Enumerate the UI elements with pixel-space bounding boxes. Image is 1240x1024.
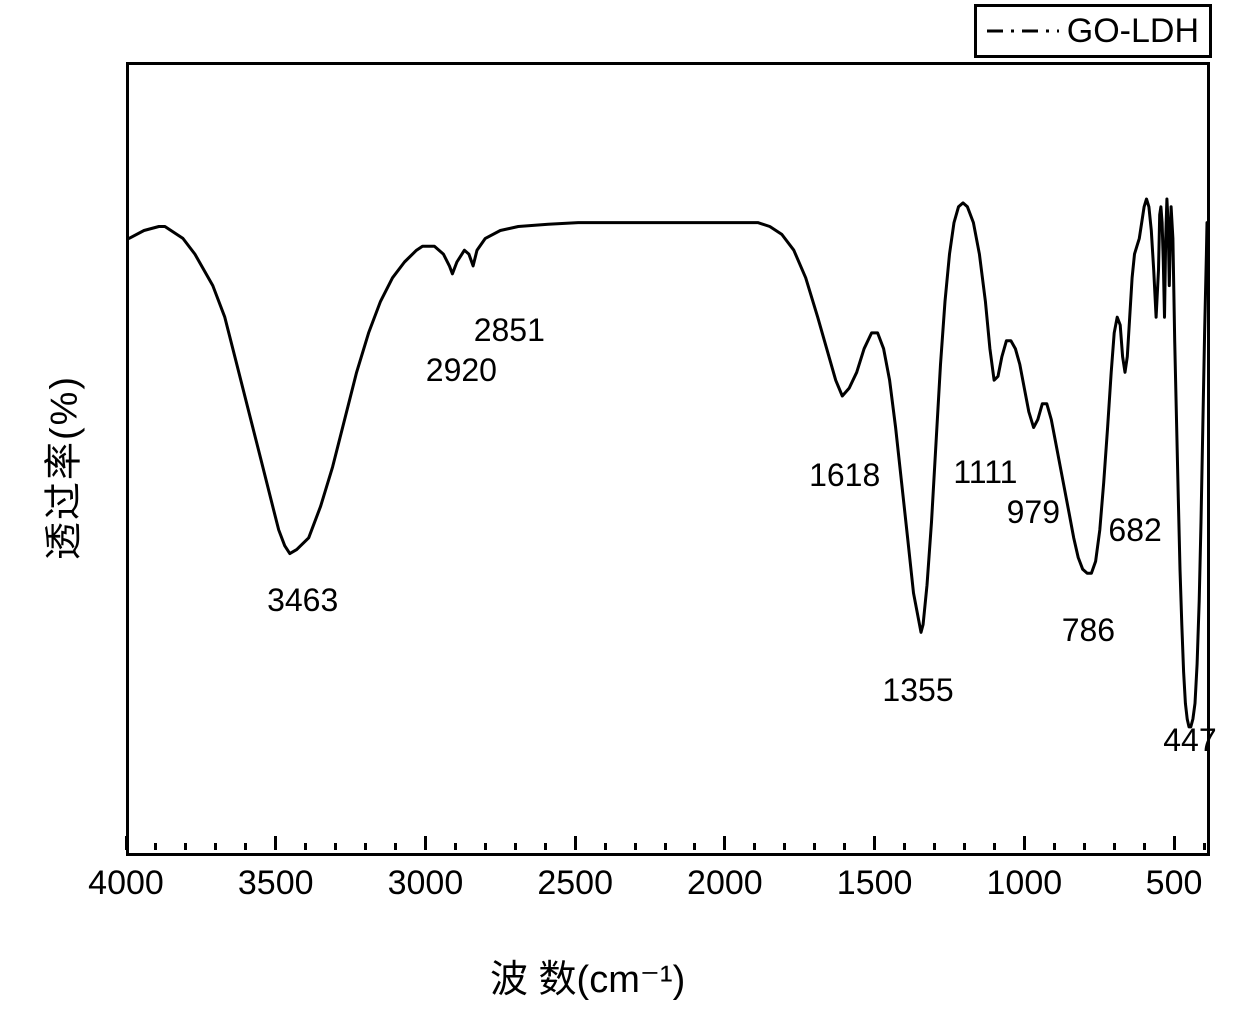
x-tick-label: 1500 <box>837 864 913 903</box>
x-tick-label: 2000 <box>687 864 763 903</box>
x-tick-minor <box>154 843 157 850</box>
x-tick-major <box>723 836 726 850</box>
x-tick-minor <box>963 843 966 850</box>
x-tick-minor <box>1143 843 1146 850</box>
x-tick-label: 4000 <box>88 864 164 903</box>
x-tick-minor <box>1203 843 1206 850</box>
x-tick-minor <box>514 843 517 850</box>
legend-swatch <box>987 28 1059 34</box>
x-tick-minor <box>544 843 547 850</box>
x-tick-minor <box>634 843 637 850</box>
x-tick-label: 2500 <box>537 864 613 903</box>
ftir-figure: GO-LDH 透过率(%) 波 数(cm⁻¹) 4000 3500 3000 2500… <box>0 0 1240 1024</box>
x-tick-major <box>424 836 427 850</box>
x-tick-major <box>1023 836 1026 850</box>
peak-label: 2920 <box>426 352 497 389</box>
x-axis-label: 波 数(cm⁻¹) <box>490 948 685 1003</box>
peak-label: 2851 <box>474 312 545 349</box>
x-tick-minor <box>334 843 337 850</box>
peak-label: 1111 <box>953 454 1017 491</box>
x-tick-minor <box>214 843 217 850</box>
x-tick-minor <box>903 843 906 850</box>
x-tick-major <box>873 836 876 850</box>
x-tick-minor <box>454 843 457 850</box>
peak-label: 1355 <box>882 672 953 709</box>
peak-label: 786 <box>1062 612 1115 649</box>
x-tick-label: 500 <box>1146 864 1203 903</box>
x-tick-major <box>574 836 577 850</box>
x-tick-minor <box>813 843 816 850</box>
y-axis-label: 透过率(%) <box>33 368 88 568</box>
x-tick-minor <box>753 843 756 850</box>
x-tick-minor <box>693 843 696 850</box>
x-tick-minor <box>364 843 367 850</box>
peak-label: 1618 <box>809 457 880 494</box>
x-tick-minor <box>993 843 996 850</box>
x-tick-minor <box>1083 843 1086 850</box>
x-tick-major <box>125 836 128 850</box>
x-tick-minor <box>783 843 786 850</box>
x-tick-major <box>274 836 277 850</box>
x-tick-minor <box>843 843 846 850</box>
peak-label: 682 <box>1108 512 1161 549</box>
x-tick-minor <box>933 843 936 850</box>
x-tick-minor <box>604 843 607 850</box>
peak-label: 979 <box>1007 494 1060 531</box>
x-tick-minor <box>1053 843 1056 850</box>
x-tick-minor <box>484 843 487 850</box>
x-tick-minor <box>244 843 247 850</box>
x-tick-label: 3500 <box>238 864 314 903</box>
x-tick-minor <box>664 843 667 850</box>
legend-label: GO-LDH <box>1067 12 1199 51</box>
peak-label: 3463 <box>267 582 338 619</box>
x-tick-minor <box>1113 843 1116 850</box>
series-line <box>129 65 1207 853</box>
legend: GO-LDH <box>974 4 1212 58</box>
plot-area <box>126 62 1210 856</box>
x-tick-major <box>1173 836 1176 850</box>
x-tick-minor <box>394 843 397 850</box>
x-tick-label: 3000 <box>388 864 464 903</box>
x-tick-minor <box>304 843 307 850</box>
peak-label: 447 <box>1163 722 1216 759</box>
x-tick-label: 1000 <box>987 864 1063 903</box>
x-tick-minor <box>184 843 187 850</box>
